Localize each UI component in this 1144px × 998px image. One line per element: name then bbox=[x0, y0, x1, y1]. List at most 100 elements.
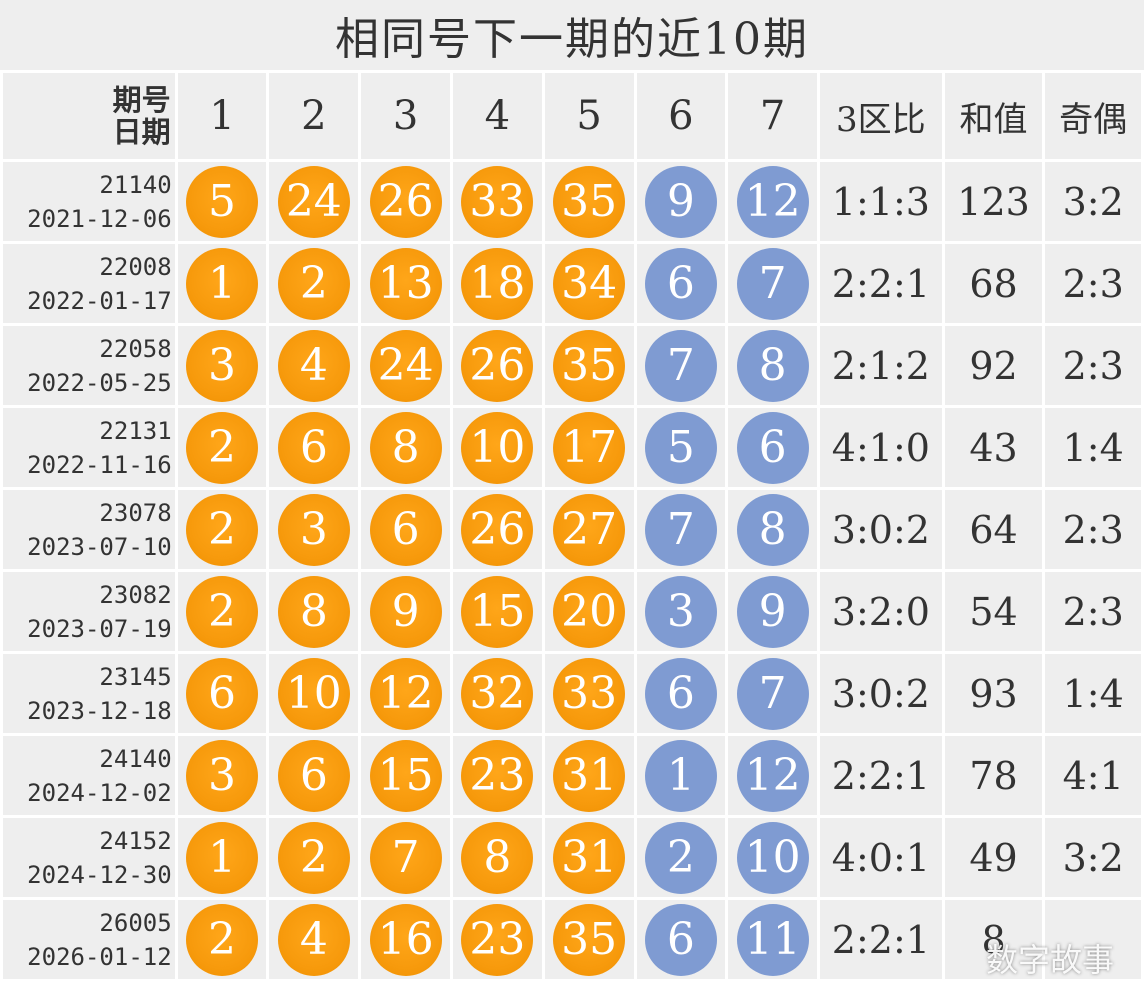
front-ball: 23 bbox=[461, 903, 534, 976]
front-ball: 26 bbox=[461, 493, 534, 566]
header-col-2: 2 bbox=[269, 73, 359, 159]
draw-date: 2022-01-17 bbox=[27, 286, 172, 315]
issue-number: 24152 bbox=[99, 826, 172, 855]
header-col-6: 6 bbox=[636, 73, 726, 159]
draw-date: 2023-12-18 bbox=[27, 696, 172, 725]
ball-cell: 27 bbox=[544, 490, 634, 569]
issue-date-cell: 26005 2026-01-12 bbox=[3, 900, 175, 979]
ball-cell: 7 bbox=[728, 244, 818, 323]
table-row: 23145 2023-12-18 6 10 12 32 33 6 7 3:0:2 93 1:4 bbox=[3, 654, 1141, 733]
ball-cell: 26 bbox=[361, 162, 450, 241]
ball-cell: 4 bbox=[269, 900, 359, 979]
back-ball: 7 bbox=[736, 247, 809, 320]
back-ball: 12 bbox=[736, 739, 809, 812]
header-col-3: 3 bbox=[361, 73, 450, 159]
ball-cell: 5 bbox=[177, 162, 267, 241]
issue-date-cell: 23145 2023-12-18 bbox=[3, 654, 175, 733]
sum-value-cell: 68 bbox=[944, 244, 1043, 323]
ball-cell: 7 bbox=[636, 490, 726, 569]
ball-cell: 3 bbox=[177, 326, 267, 405]
ball-cell: 9 bbox=[361, 572, 450, 651]
ball-cell: 35 bbox=[544, 162, 634, 241]
front-ball: 35 bbox=[553, 329, 626, 402]
issue-number: 23145 bbox=[99, 662, 172, 691]
front-ball: 8 bbox=[277, 575, 350, 648]
ball-cell: 6 bbox=[361, 490, 450, 569]
issue-date-cell: 24152 2024-12-30 bbox=[3, 818, 175, 897]
issue-number: 26005 bbox=[99, 908, 172, 937]
back-ball: 6 bbox=[644, 903, 717, 976]
front-ball: 26 bbox=[461, 329, 534, 402]
ball-cell: 24 bbox=[269, 162, 359, 241]
table-row: 22131 2022-11-16 2 6 8 10 17 5 6 4:1:0 43 1:4 bbox=[3, 408, 1141, 487]
ball-cell: 26 bbox=[452, 490, 542, 569]
draw-date: 2022-05-25 bbox=[27, 368, 172, 397]
front-ball: 2 bbox=[186, 411, 259, 484]
front-ball: 33 bbox=[461, 165, 534, 238]
back-ball: 6 bbox=[644, 657, 717, 730]
ball-cell: 6 bbox=[177, 654, 267, 733]
ball-cell: 6 bbox=[269, 736, 359, 815]
ball-cell: 1 bbox=[636, 736, 726, 815]
front-ball: 15 bbox=[461, 575, 534, 648]
issue-date-cell: 24140 2024-12-02 bbox=[3, 736, 175, 815]
issue-number: 22008 bbox=[99, 252, 172, 281]
ball-cell: 10 bbox=[269, 654, 359, 733]
ball-cell: 2 bbox=[269, 818, 359, 897]
table-row: 26005 2026-01-12 2 4 16 23 35 6 11 2:2:1 8 bbox=[3, 900, 1141, 979]
ball-cell: 8 bbox=[452, 818, 542, 897]
issue-number: 24140 bbox=[99, 744, 172, 773]
sum-value-cell: 54 bbox=[944, 572, 1043, 651]
odd-even-cell: 1:4 bbox=[1045, 654, 1141, 733]
ball-cell: 26 bbox=[452, 326, 542, 405]
front-ball: 2 bbox=[186, 903, 259, 976]
back-ball: 12 bbox=[736, 165, 809, 238]
front-ball: 6 bbox=[277, 739, 350, 812]
odd-even-cell bbox=[1045, 900, 1141, 979]
zone-ratio-cell: 4:1:0 bbox=[820, 408, 942, 487]
table-row: 24140 2024-12-02 3 6 15 23 31 1 12 2:2:1 78 4:1 bbox=[3, 736, 1141, 815]
ball-cell: 10 bbox=[728, 818, 818, 897]
ball-cell: 16 bbox=[361, 900, 450, 979]
ball-cell: 8 bbox=[269, 572, 359, 651]
front-ball: 35 bbox=[553, 903, 626, 976]
ball-cell: 24 bbox=[361, 326, 450, 405]
header-col-1: 1 bbox=[177, 73, 267, 159]
odd-even-cell: 4:1 bbox=[1045, 736, 1141, 815]
odd-even-cell: 3:2 bbox=[1045, 162, 1141, 241]
ball-cell: 5 bbox=[636, 408, 726, 487]
ball-cell: 20 bbox=[544, 572, 634, 651]
watermark-text: 数字故事 bbox=[986, 941, 1115, 979]
ball-cell: 33 bbox=[544, 654, 634, 733]
ball-cell: 8 bbox=[728, 326, 818, 405]
ball-cell: 4 bbox=[269, 326, 359, 405]
back-ball: 8 bbox=[736, 493, 809, 566]
front-ball: 6 bbox=[186, 657, 259, 730]
odd-even-cell: 3:2 bbox=[1045, 818, 1141, 897]
header-sum: 和值 bbox=[944, 73, 1043, 159]
issue-number: 22058 bbox=[99, 334, 172, 363]
ball-cell: 31 bbox=[544, 818, 634, 897]
issue-number: 23078 bbox=[99, 498, 172, 527]
issue-date-cell: 23082 2023-07-19 bbox=[3, 572, 175, 651]
back-ball: 5 bbox=[644, 411, 717, 484]
ball-cell: 32 bbox=[452, 654, 542, 733]
front-ball: 31 bbox=[553, 739, 626, 812]
front-ball: 1 bbox=[186, 821, 259, 894]
ball-cell: 2 bbox=[177, 408, 267, 487]
issue-date-cell: 21140 2021-12-06 bbox=[3, 162, 175, 241]
sum-value-cell: 8 bbox=[944, 900, 1043, 979]
zone-ratio-cell: 2:2:1 bbox=[820, 736, 942, 815]
ball-cell: 9 bbox=[728, 572, 818, 651]
back-ball: 7 bbox=[644, 493, 717, 566]
front-ball: 5 bbox=[186, 165, 259, 238]
header-ratio: 3区比 bbox=[820, 73, 942, 159]
draw-date: 2024-12-02 bbox=[27, 778, 172, 807]
odd-even-cell: 2:3 bbox=[1045, 326, 1141, 405]
back-ball: 3 bbox=[644, 575, 717, 648]
ball-cell: 33 bbox=[452, 162, 542, 241]
front-ball: 8 bbox=[461, 821, 534, 894]
sum-value-cell: 43 bbox=[944, 408, 1043, 487]
draw-date: 2022-11-16 bbox=[27, 450, 172, 479]
issue-date-cell: 22008 2022-01-17 bbox=[3, 244, 175, 323]
